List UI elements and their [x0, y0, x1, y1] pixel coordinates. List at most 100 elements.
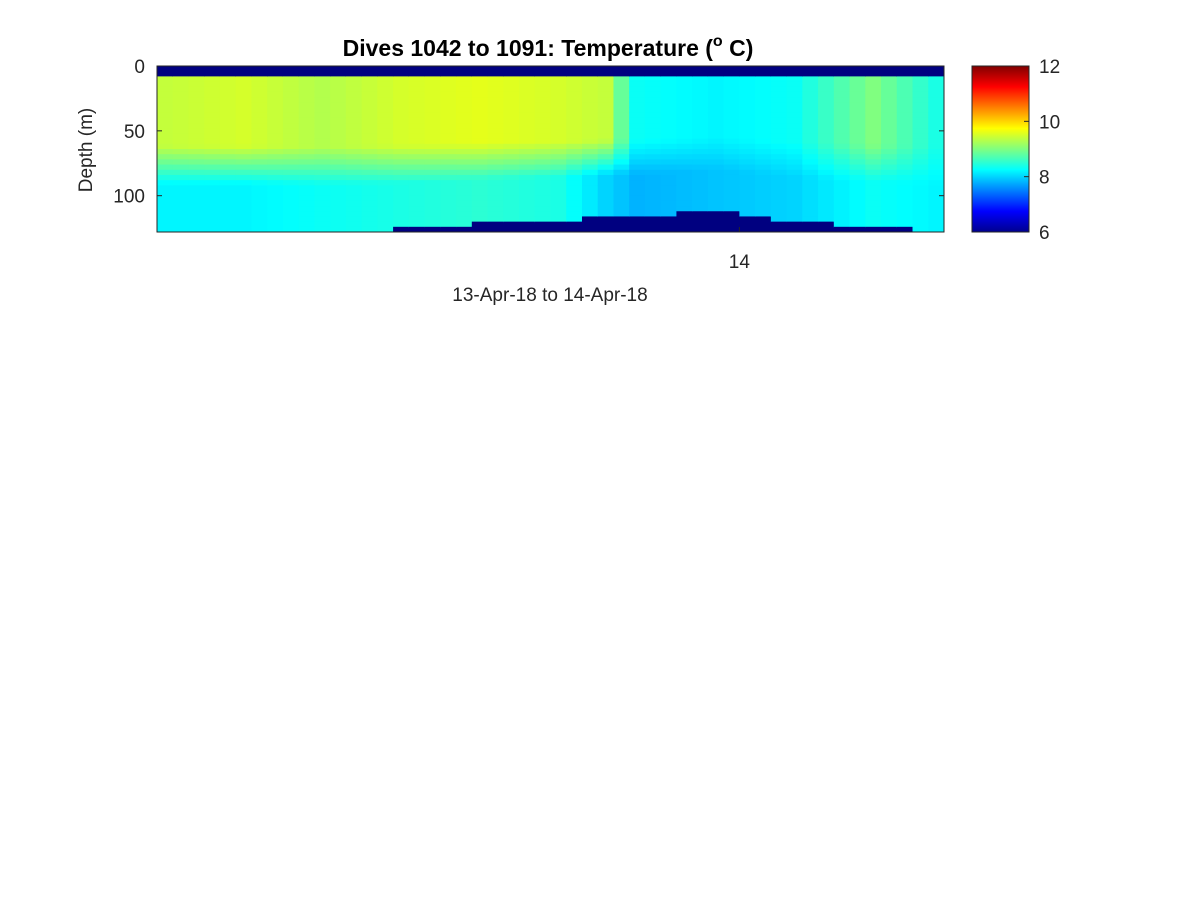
heatmap-cell	[282, 221, 300, 228]
heatmap-cell	[881, 221, 898, 228]
heatmap-cell	[204, 185, 221, 192]
heatmap-cell	[707, 195, 725, 202]
heatmap-cell	[550, 91, 567, 98]
heatmap-cell	[204, 66, 221, 72]
heatmap-cell	[345, 200, 363, 207]
heatmap-cell	[282, 174, 300, 181]
heatmap-cell	[456, 206, 473, 212]
heatmap-cell	[849, 149, 866, 155]
heatmap-cell	[219, 211, 237, 218]
heatmap-cell	[833, 195, 851, 202]
heatmap-cell	[440, 86, 457, 93]
heatmap-cell	[644, 66, 662, 72]
heatmap-cell	[330, 174, 347, 181]
heatmap-cell	[361, 164, 378, 171]
heatmap-cell	[644, 112, 662, 119]
heatmap-cell	[282, 91, 300, 98]
heatmap-cell	[660, 164, 678, 171]
heatmap-cell	[755, 226, 772, 232]
heatmap-cell	[219, 226, 237, 232]
heatmap-cell	[503, 76, 520, 83]
heatmap-cell	[408, 200, 426, 207]
heatmap-cell	[928, 143, 944, 150]
heatmap-cell	[440, 154, 457, 160]
heatmap-cell	[361, 149, 378, 155]
heatmap-cell	[393, 128, 410, 135]
heatmap-cell	[629, 86, 646, 93]
heatmap-cell	[298, 81, 315, 88]
colorbar-tick-label: 6	[1039, 223, 1050, 244]
heatmap-cell	[755, 211, 772, 218]
heatmap-cell	[487, 143, 504, 150]
heatmap-cell	[424, 195, 441, 202]
heatmap-cell	[550, 66, 567, 72]
heatmap-cell	[739, 86, 756, 93]
heatmap-cell	[235, 149, 253, 155]
heatmap-cell	[786, 91, 803, 98]
heatmap-cell	[865, 102, 882, 109]
heatmap-cell	[566, 117, 583, 124]
heatmap-cell	[440, 149, 457, 155]
chart-title-main: Dives 1042 to 1091: Temperature (	[343, 35, 714, 61]
heatmap-cell	[707, 169, 725, 176]
heatmap-cell	[487, 159, 504, 166]
heatmap-cell	[707, 216, 725, 223]
heatmap-cell	[330, 138, 347, 145]
heatmap-cell	[235, 180, 253, 186]
heatmap-cell	[739, 112, 756, 119]
heatmap-cell	[503, 138, 520, 145]
heatmap-cell	[707, 174, 725, 181]
heatmap-cell	[204, 200, 221, 207]
heatmap-cell	[613, 102, 630, 109]
heatmap-cell	[597, 97, 615, 103]
heatmap-cell	[345, 180, 363, 186]
heatmap-cell	[550, 112, 567, 119]
heatmap-cell	[330, 81, 347, 88]
heatmap-cell	[157, 107, 174, 114]
heatmap-cell	[267, 71, 284, 77]
heatmap-cell	[503, 66, 520, 72]
heatmap-cell	[235, 211, 253, 218]
heatmap-cell	[613, 195, 630, 202]
colorbar-gradient	[971, 65, 1030, 233]
heatmap-cell	[833, 154, 851, 160]
heatmap-cell	[802, 190, 819, 197]
heatmap-cell	[424, 123, 441, 129]
heatmap-cell	[723, 107, 740, 114]
heatmap-cell	[393, 97, 410, 103]
heatmap-cell	[818, 211, 835, 218]
heatmap-cell	[157, 91, 174, 98]
heatmap-cell	[251, 206, 268, 212]
heatmap-cell	[660, 211, 678, 218]
heatmap-cell	[345, 117, 363, 124]
heatmap-cell	[676, 71, 693, 77]
heatmap-cell	[440, 143, 457, 150]
heatmap-cell	[629, 117, 646, 124]
heatmap-cell	[786, 180, 803, 186]
chart-title-end: C)	[723, 35, 754, 61]
heatmap-cell	[739, 149, 756, 155]
heatmap-cell	[157, 159, 174, 166]
heatmap-cell	[267, 190, 284, 197]
heatmap-cell	[456, 112, 473, 119]
heatmap-cell	[361, 102, 378, 109]
heatmap-cell	[644, 117, 662, 124]
heatmap-cell	[314, 185, 331, 192]
heatmap-cell	[282, 128, 300, 135]
heatmap-cell	[534, 71, 552, 77]
heatmap-cell	[519, 211, 536, 218]
heatmap-cell	[172, 91, 190, 98]
heatmap-cell	[377, 200, 394, 207]
heatmap-cell	[818, 164, 835, 171]
heatmap-cell	[723, 71, 740, 77]
heatmap-cell	[613, 112, 630, 119]
heatmap-cell	[755, 195, 772, 202]
heatmap-cell	[314, 174, 331, 181]
heatmap-cell	[251, 128, 268, 135]
heatmap-cell	[550, 133, 567, 140]
heatmap-cell	[676, 190, 693, 197]
heatmap-cell	[393, 154, 410, 160]
heatmap-cell	[770, 143, 788, 150]
